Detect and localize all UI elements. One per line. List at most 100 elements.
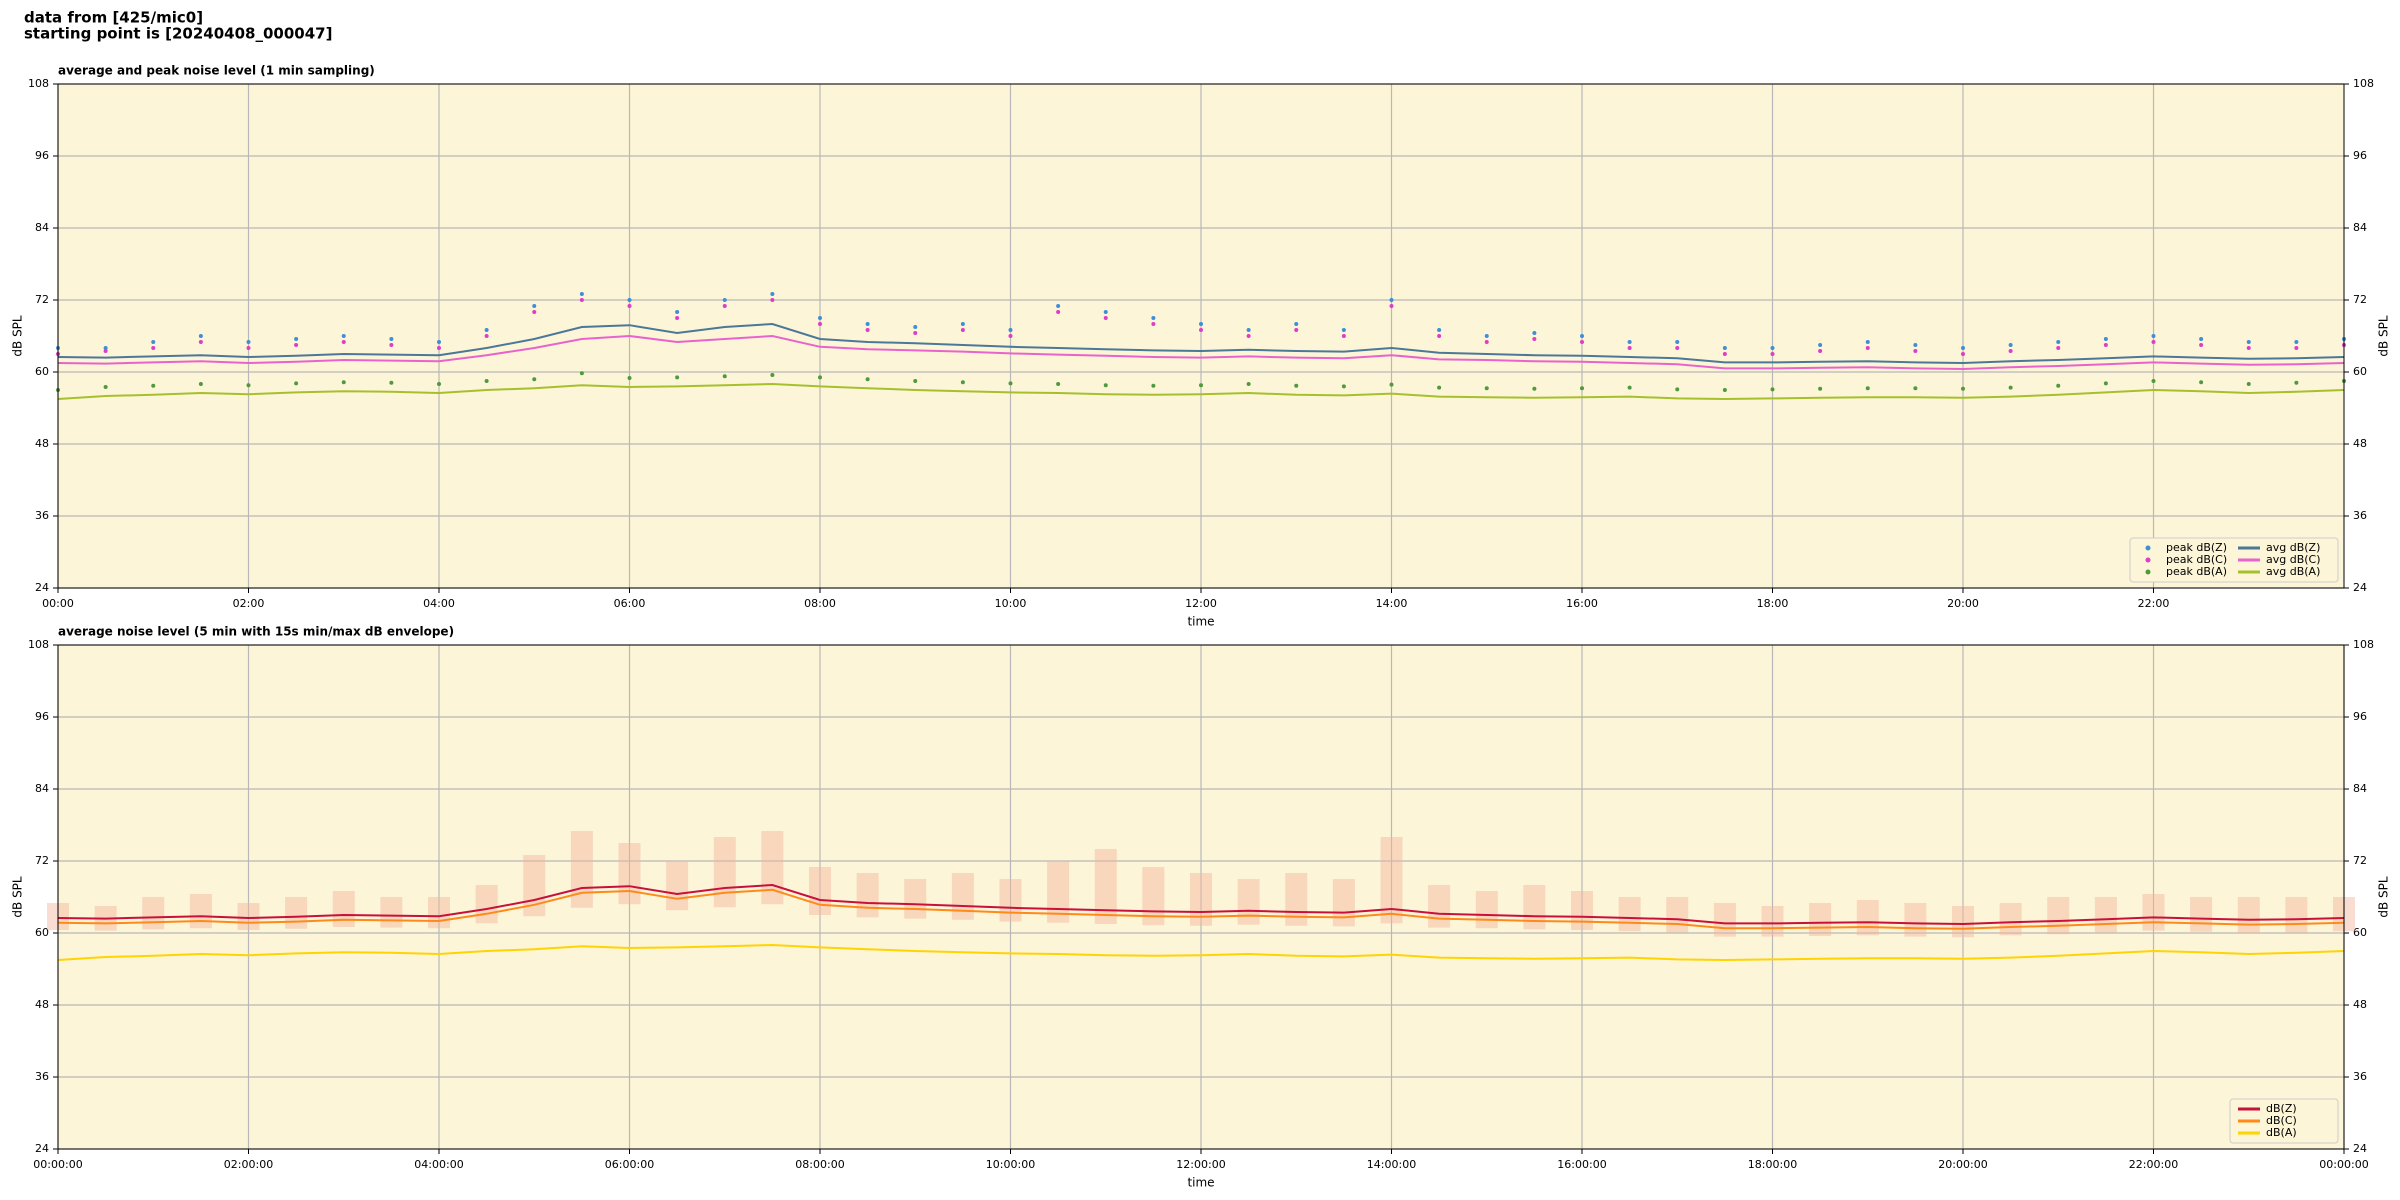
plot-frame	[57, 644, 2345, 1150]
y-tick-label: 84	[2353, 782, 2367, 795]
y-tick-label: 60	[35, 926, 49, 939]
peak-point	[1437, 328, 1442, 332]
y-tick-label: 96	[35, 149, 49, 162]
peak-point	[1389, 298, 1394, 302]
y-tick-label: 108	[2353, 638, 2374, 651]
peak-point	[246, 383, 251, 388]
peak-point	[1151, 316, 1156, 320]
peak-point	[2008, 385, 2013, 390]
y-tick-label: 24	[2353, 1142, 2367, 1155]
x-tick-label: 18:00:00	[1748, 1158, 1797, 1171]
legend-label: avg dB(Z)	[2266, 541, 2320, 554]
legend-label: avg dB(A)	[2266, 565, 2320, 578]
x-tick-label: 12:00:00	[1176, 1158, 1225, 1171]
peak-point	[865, 377, 870, 382]
series-line	[57, 883, 2345, 926]
y-tick-label: 24	[35, 1142, 49, 1155]
peak-point	[294, 381, 299, 386]
peak-point	[1437, 385, 1442, 390]
y-tick-label: 108	[2353, 77, 2374, 90]
legend-label: dB(Z)	[2266, 1102, 2297, 1115]
y-tick-label: 48	[35, 437, 49, 450]
peak-point	[341, 380, 346, 385]
y-tick-label: 24	[2353, 581, 2367, 594]
peak-point	[2199, 337, 2204, 341]
legend-label: avg dB(C)	[2266, 553, 2321, 566]
y-tick-label: 84	[2353, 221, 2367, 234]
peak-point	[103, 349, 108, 353]
x-tick-label: 22:00:00	[2129, 1158, 2178, 1171]
peak-point	[865, 322, 870, 326]
peak-point	[2056, 346, 2061, 350]
peak-point	[1580, 386, 1584, 391]
x-axis-label: time	[1187, 1176, 1214, 1190]
peak-point	[1675, 387, 1680, 392]
peak-point	[389, 380, 394, 385]
x-tick-label: 16:00:00	[1557, 1158, 1606, 1171]
peak-point	[103, 346, 108, 350]
y-tick-label: 60	[35, 365, 49, 378]
y-axis-label: dB SPL	[11, 876, 25, 918]
peak-point	[675, 316, 680, 320]
peak-point	[151, 346, 156, 350]
peak-point	[532, 304, 537, 308]
peak-point	[2056, 340, 2061, 344]
legend-marker	[2145, 557, 2151, 563]
peak-point	[818, 316, 822, 320]
peak-point	[2199, 380, 2204, 385]
y-tick-label: 48	[2353, 998, 2367, 1011]
peak-point	[627, 298, 632, 302]
x-tick-label: 02:00	[233, 597, 265, 610]
peak-point	[1913, 343, 1918, 347]
peak-point	[1294, 383, 1299, 388]
peak-point	[865, 328, 870, 332]
peak-point	[1961, 386, 1965, 391]
legend-marker	[2145, 569, 2151, 575]
peak-point	[913, 379, 918, 383]
legend-label: peak dB(C)	[2166, 553, 2227, 566]
header-line: starting point is [20240408_000047]	[24, 25, 332, 43]
peak-point	[1151, 383, 1156, 388]
peak-point	[1913, 386, 1918, 391]
peak-point	[2151, 379, 2156, 383]
peak-point	[1580, 334, 1584, 338]
x-tick-label: 10:00	[995, 597, 1027, 610]
peak-point	[2294, 380, 2299, 385]
peak-point	[675, 375, 680, 380]
peak-point	[960, 322, 965, 326]
peak-point	[246, 340, 251, 344]
y-tick-label: 24	[35, 581, 49, 594]
x-tick-label: 14:00	[1376, 597, 1408, 610]
peak-point	[1627, 385, 1632, 390]
x-tick-label: 06:00	[614, 597, 646, 610]
chart-title: average and peak noise level (1 min samp…	[58, 64, 375, 78]
peak-point	[960, 328, 965, 332]
peak-point	[1580, 340, 1584, 344]
peak-point	[2008, 343, 2013, 347]
peak-point	[722, 298, 727, 302]
peak-point	[1008, 381, 1013, 386]
peak-point	[913, 325, 918, 329]
peak-point	[1103, 310, 1108, 314]
peak-point	[1246, 328, 1251, 332]
y-tick-label: 108	[28, 638, 49, 651]
peak-point	[341, 334, 346, 338]
y-tick-label: 108	[28, 77, 49, 90]
y-tick-label: 72	[35, 293, 49, 306]
x-tick-label: 16:00	[1566, 597, 1598, 610]
peak-point	[198, 334, 203, 338]
peak-point	[1103, 316, 1108, 320]
peak-point	[818, 322, 822, 326]
x-tick-label: 00:00:00	[33, 1158, 82, 1171]
peak-point	[722, 304, 727, 308]
x-tick-label: 02:00:00	[224, 1158, 273, 1171]
x-tick-label: 14:00:00	[1367, 1158, 1416, 1171]
peak-point	[484, 334, 489, 338]
plot-frame	[57, 83, 2345, 589]
peak-point	[1199, 383, 1203, 388]
peak-point	[1151, 322, 1156, 326]
series-line	[57, 943, 2345, 962]
peak-point	[1722, 388, 1727, 392]
peak-point	[1008, 334, 1013, 338]
peak-point	[627, 376, 632, 380]
